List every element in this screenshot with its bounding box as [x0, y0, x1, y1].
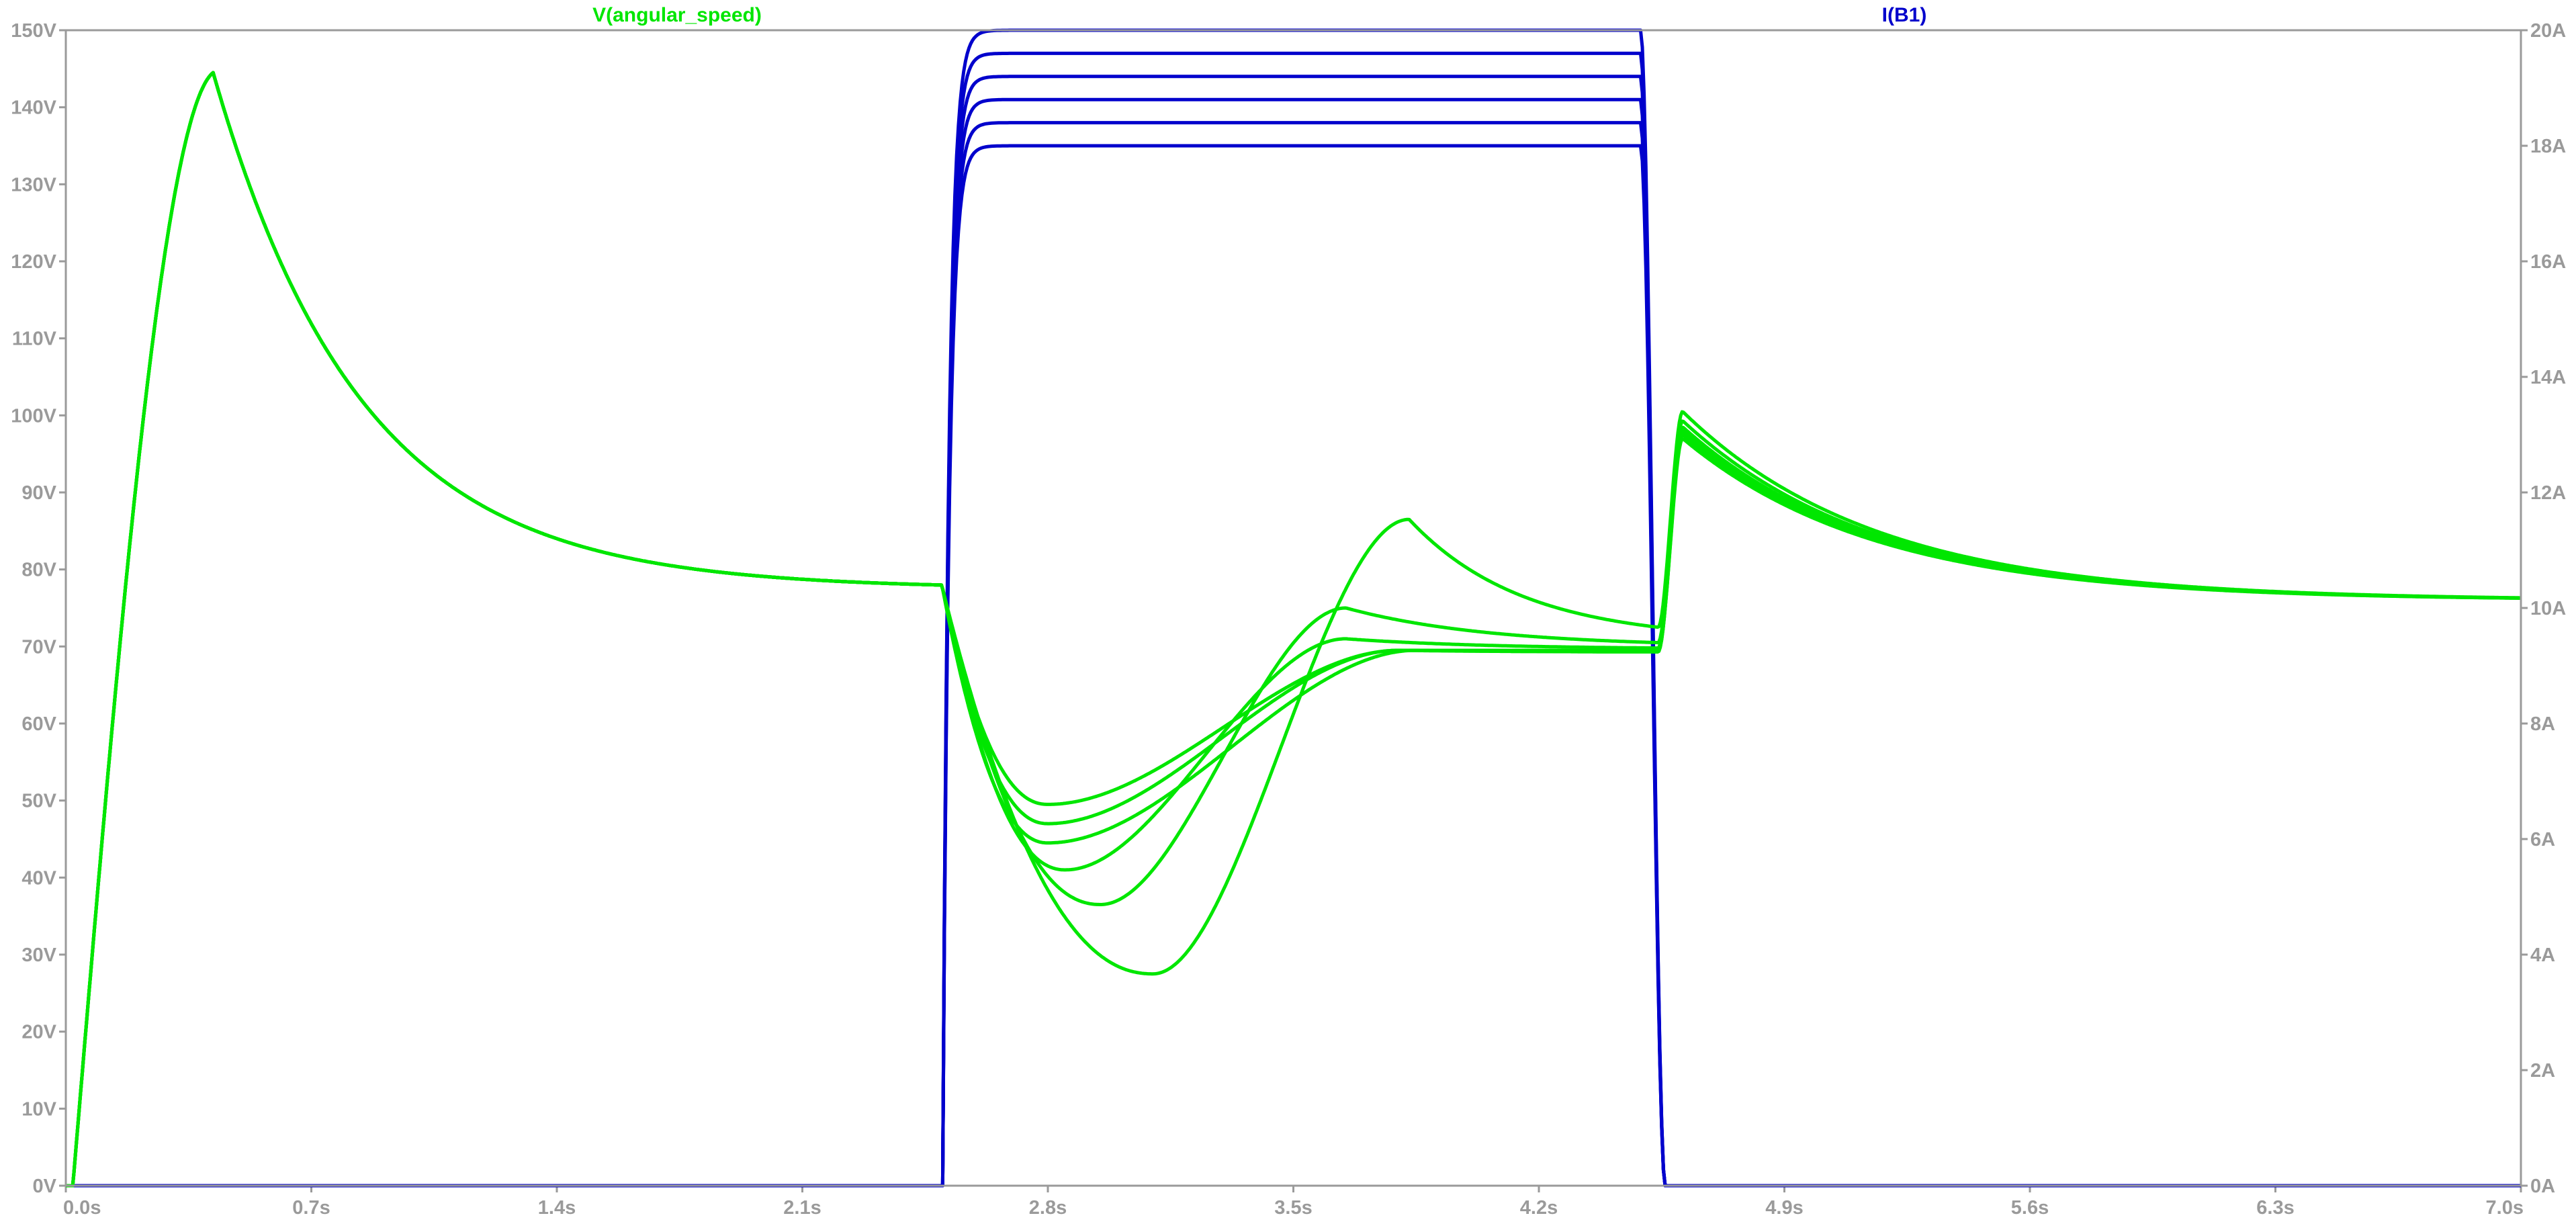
left-tick-label: 70V — [21, 636, 56, 658]
x-tick-label: 2.1s — [783, 1197, 821, 1219]
x-tick-label: 4.2s — [1520, 1197, 1558, 1219]
left-tick-label: 30V — [21, 945, 56, 966]
left-tick-label: 150V — [11, 20, 56, 42]
angular-speed-run-line — [65, 71, 2522, 1188]
i-b1-run-line — [66, 28, 2521, 1188]
x-tick-label: 4.9s — [1765, 1197, 1803, 1219]
right-tick-label: 10A — [2530, 598, 2566, 619]
left-tick-label: 120V — [11, 251, 56, 273]
right-tick-label: 6A — [2530, 829, 2555, 850]
angular-speed-run-line — [65, 71, 2522, 1188]
i-b1-run-line — [66, 121, 2521, 1188]
right-tick-label: 20A — [2530, 20, 2566, 42]
i-b1-run-line — [66, 75, 2521, 1188]
left-tick-label: 80V — [21, 560, 56, 581]
x-tick-label: 7.0s — [2486, 1197, 2524, 1219]
angular-speed-run-line — [65, 71, 2522, 1188]
left-tick-label: 20V — [21, 1022, 56, 1043]
x-tick-label: 1.4s — [538, 1197, 576, 1219]
x-tick-label: 2.8s — [1029, 1197, 1067, 1219]
right-tick-label: 8A — [2530, 713, 2555, 735]
x-axis-ticks: 0.0s 0.7s 1.4s 2.1s 2.8s 3.5s 4.2s 4.9s 5.6s 6.3s… — [63, 1186, 2524, 1219]
left-tick-label: 130V — [11, 174, 56, 195]
right-axis-ticks: 0A 2A 4A 6A 8A 10A 12A 14A 16A 18A 20A — [2521, 20, 2566, 1197]
left-tick-label: 60V — [21, 713, 56, 735]
left-axis-ticks: 0V 10V 20V 30V 40V 50V 60V 70V 80V 90V 100V 110V 120… — [11, 20, 66, 1197]
series-title-angular-speed: V(angular_speed) — [592, 4, 762, 26]
x-tick-label: 0.7s — [292, 1197, 330, 1219]
right-tick-label: 4A — [2530, 945, 2555, 966]
right-tick-label: 14A — [2530, 367, 2566, 388]
x-tick-label: 0.0s — [63, 1197, 101, 1219]
plot-frame — [64, 29, 2522, 1187]
series-title-i-b1: I(B1) — [1882, 4, 1927, 26]
right-tick-label: 16A — [2530, 251, 2566, 273]
angular-speed-run-line — [65, 71, 2522, 1188]
left-tick-label: 0V — [33, 1176, 57, 1197]
right-tick-label: 0A — [2530, 1176, 2555, 1197]
angular-speed-run-line — [65, 71, 2522, 1188]
x-tick-label: 6.3s — [2256, 1197, 2294, 1219]
left-tick-label: 50V — [21, 791, 56, 812]
angular-speed-run-line — [65, 71, 2522, 1188]
x-tick-label: 5.6s — [2011, 1197, 2049, 1219]
series-layer — [65, 28, 2522, 1188]
i-b1-run-line — [66, 51, 2521, 1188]
left-tick-label: 140V — [11, 97, 56, 119]
right-tick-label: 12A — [2530, 482, 2566, 504]
left-tick-label: 40V — [21, 867, 56, 889]
x-tick-label: 3.5s — [1274, 1197, 1312, 1219]
left-tick-label: 100V — [11, 405, 56, 427]
right-tick-label: 18A — [2530, 136, 2566, 157]
left-tick-label: 10V — [21, 1098, 56, 1120]
left-tick-label: 90V — [21, 482, 56, 504]
right-tick-label: 2A — [2530, 1060, 2555, 1082]
left-tick-label: 110V — [12, 329, 57, 350]
i-b1-run-line — [66, 144, 2521, 1188]
